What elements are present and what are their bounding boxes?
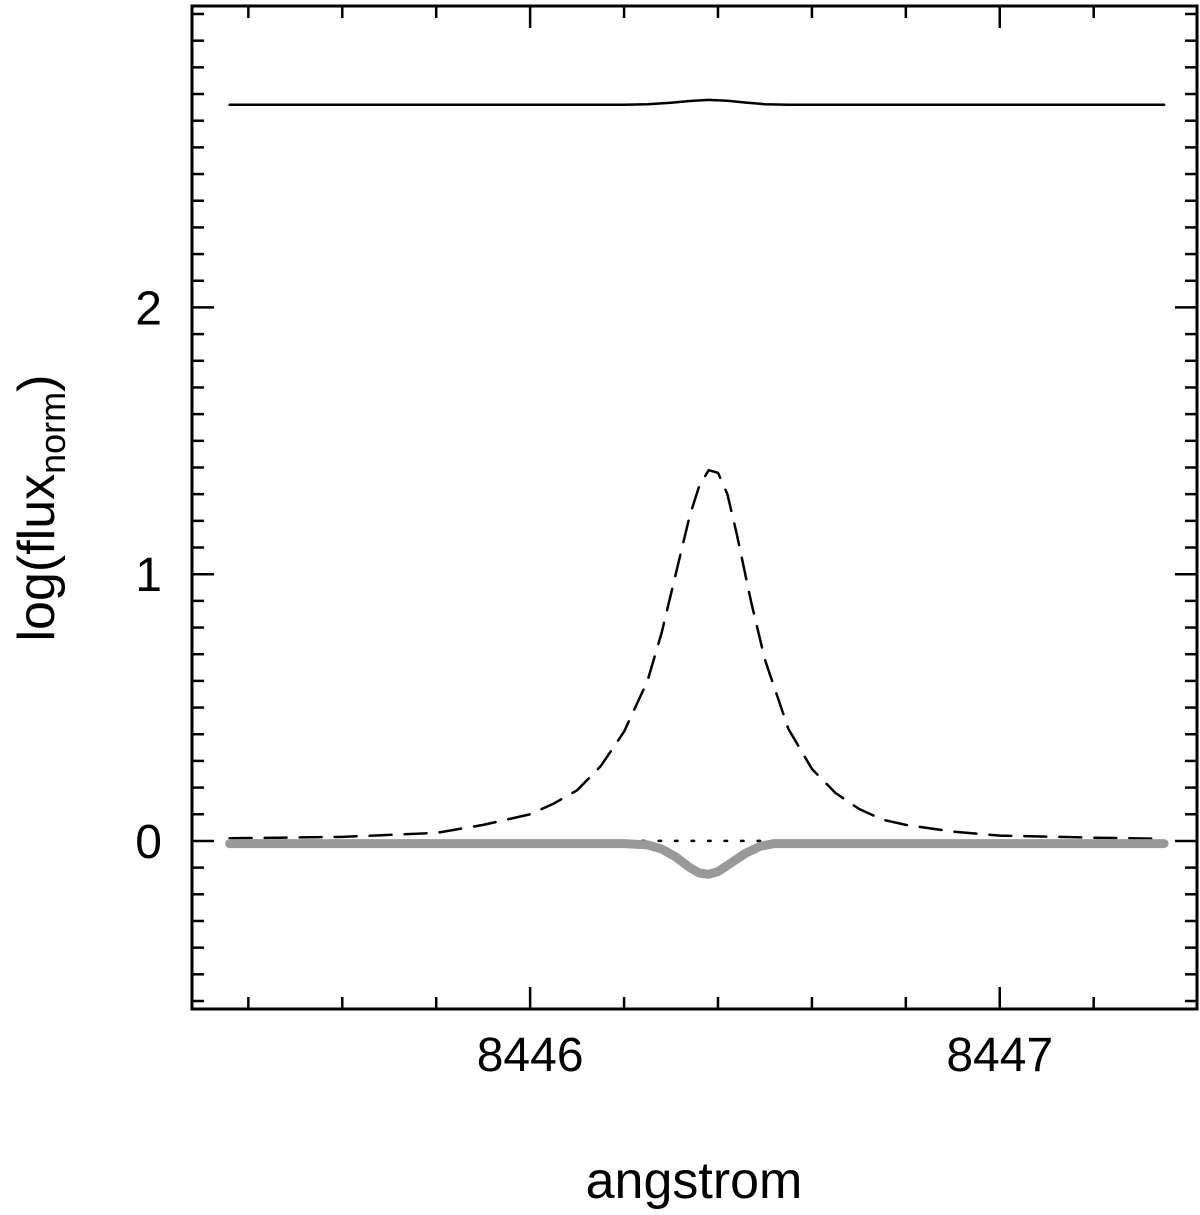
y-axis-label-subscript: norm xyxy=(32,392,73,474)
series-layer xyxy=(225,98,1169,879)
series-line-solid-black xyxy=(228,98,1166,106)
tick-label-layer: 8446 8447 0 1 2 xyxy=(135,282,1053,1082)
series-line-thick-gray xyxy=(225,839,1169,879)
tick-layer xyxy=(192,6,1197,1009)
x-axis-label: angstrom xyxy=(586,1152,803,1210)
plot-frame xyxy=(190,4,1199,1011)
x-tick-label: 8447 xyxy=(946,1029,1053,1082)
y-tick-label: 0 xyxy=(135,816,162,869)
y-axis-label: log(fluxnorm) xyxy=(8,375,73,642)
y-tick-label: 1 xyxy=(135,549,162,602)
y-axis-label-suffix: ) xyxy=(8,375,66,392)
x-tick-label: 8446 xyxy=(477,1029,584,1082)
y-tick-label: 2 xyxy=(135,282,162,335)
series-line-dashed-black xyxy=(228,468,1166,841)
y-axis-label-base: log(flux xyxy=(8,474,66,642)
